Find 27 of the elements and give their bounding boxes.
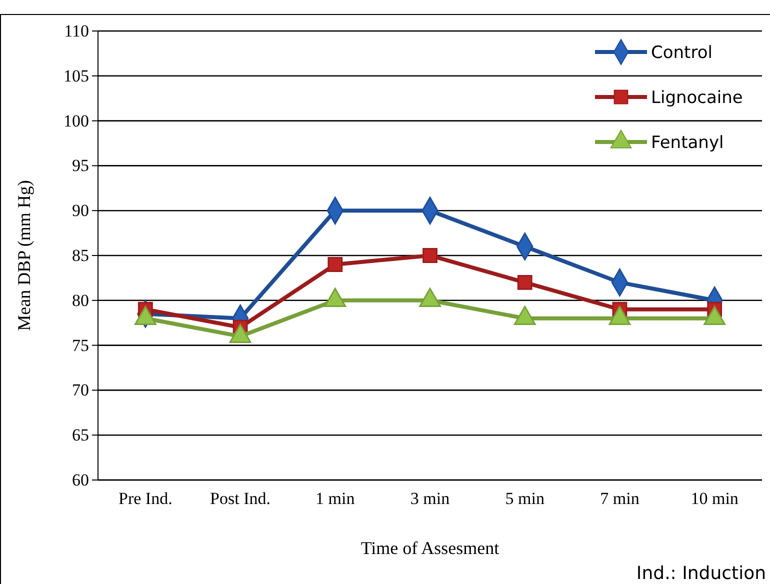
legend-label: Control [651,43,712,63]
y-axis-title: Mean DBP (mm Hg) [14,180,34,331]
point [422,248,438,263]
y-tick-label: 95 [72,156,89,176]
y-tick-label: 75 [72,336,89,355]
y-tick-label: 65 [72,426,89,445]
x-tick-label: 10 min [690,489,739,508]
y-tick-label: 90 [72,201,89,220]
x-tick-label: Pre Ind. [118,489,172,508]
legend-label: Lignocaine [651,88,743,108]
y-tick-label: 85 [72,246,89,265]
x-tick-label: 7 min [600,489,640,508]
x-tick-label: 5 min [505,489,545,508]
y-tick-label: 100 [64,111,89,130]
y-tick-label: 60 [72,470,89,490]
text: Ind.: Induction [636,563,766,584]
x-axis-title: Time of Assesment [360,538,500,558]
point [517,274,532,290]
legend-label: Fentanyl [651,133,724,153]
y-tick-label: 70 [72,380,89,400]
x-tick-label: 1 min [316,489,356,508]
y-tick-label: 105 [64,66,89,86]
x-tick-label: Post Ind. [210,489,271,508]
x-tick-label: 3 min [410,489,450,508]
y-tick-label: 80 [72,290,89,310]
point [328,257,343,272]
y-tick-label: 110 [64,21,89,40]
